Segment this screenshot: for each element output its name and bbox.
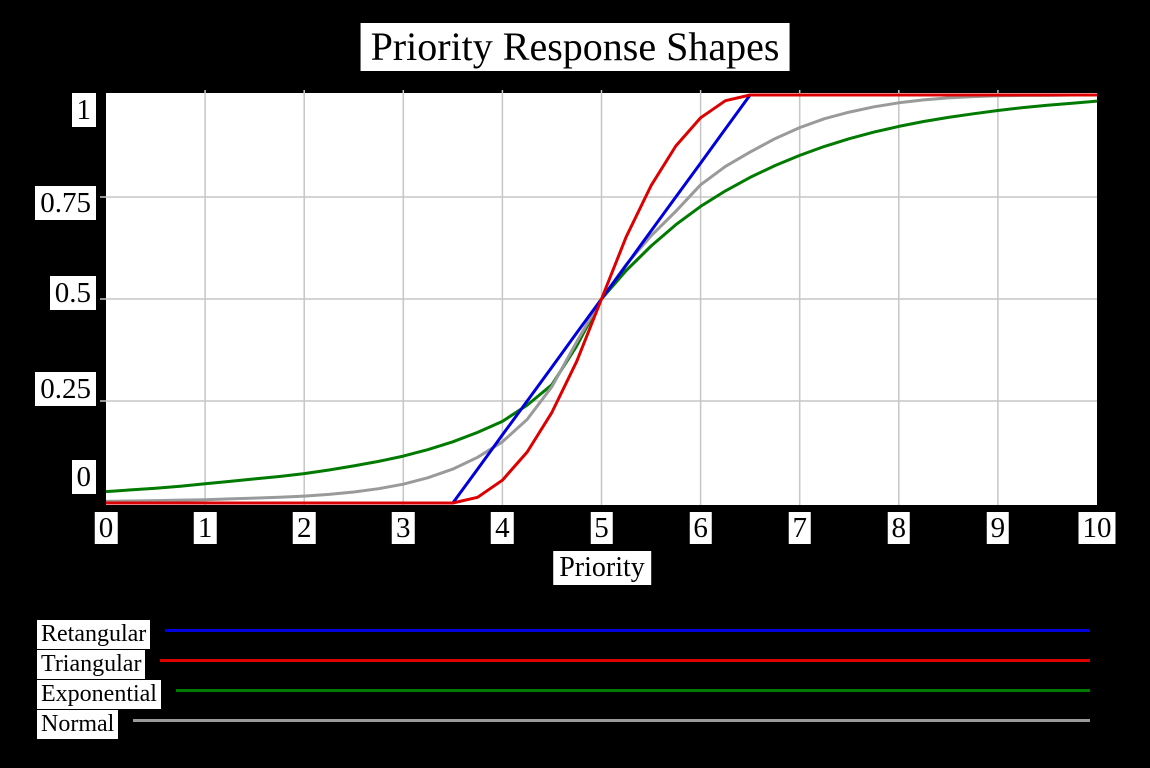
x-axis-tick-label: 2	[292, 512, 316, 544]
legend-line-exponential	[175, 689, 1090, 692]
x-axis-tick-label: 5	[590, 512, 613, 544]
legend-line-normal	[133, 719, 1090, 722]
curve-triangular	[106, 93, 1097, 505]
legend-label: Normal	[37, 710, 119, 739]
y-axis-tick-label: 0.25	[35, 372, 96, 406]
legend-row: Triangular	[37, 650, 1090, 680]
y-axis-tick-label: 0.5	[49, 276, 96, 310]
x-axis-tick-label: 7	[788, 512, 811, 544]
plot-area	[100, 90, 1098, 505]
x-axis-tick-label: 9	[986, 512, 1010, 544]
legend-row: Normal	[37, 710, 1090, 740]
x-axis-title: Priority	[553, 551, 651, 585]
legend-row: Exponential	[37, 680, 1090, 710]
chart-title: Priority Response Shapes	[360, 23, 790, 71]
y-axis-tick-label: 1	[71, 93, 96, 127]
legend-label: Retangular	[37, 620, 151, 649]
x-axis-tick-label: 0	[94, 512, 118, 544]
y-axis-tick-label: 0	[71, 460, 96, 494]
legend-row: Retangular	[37, 620, 1090, 650]
x-axis-tick-label: 4	[491, 512, 514, 544]
legend-line-triangular	[160, 659, 1090, 662]
legend-label: Triangular	[37, 650, 146, 679]
y-axis-tick-label: 0.75	[35, 186, 96, 220]
legend-label: Exponential	[37, 680, 161, 709]
x-axis-tick-label: 1	[193, 512, 217, 544]
x-axis-tick-label: 10	[1078, 512, 1116, 544]
x-axis-tick-label: 3	[392, 512, 415, 544]
legend-line-retangular	[165, 629, 1090, 632]
x-axis-tick-label: 6	[689, 512, 712, 544]
x-axis-tick-label: 8	[887, 512, 911, 544]
